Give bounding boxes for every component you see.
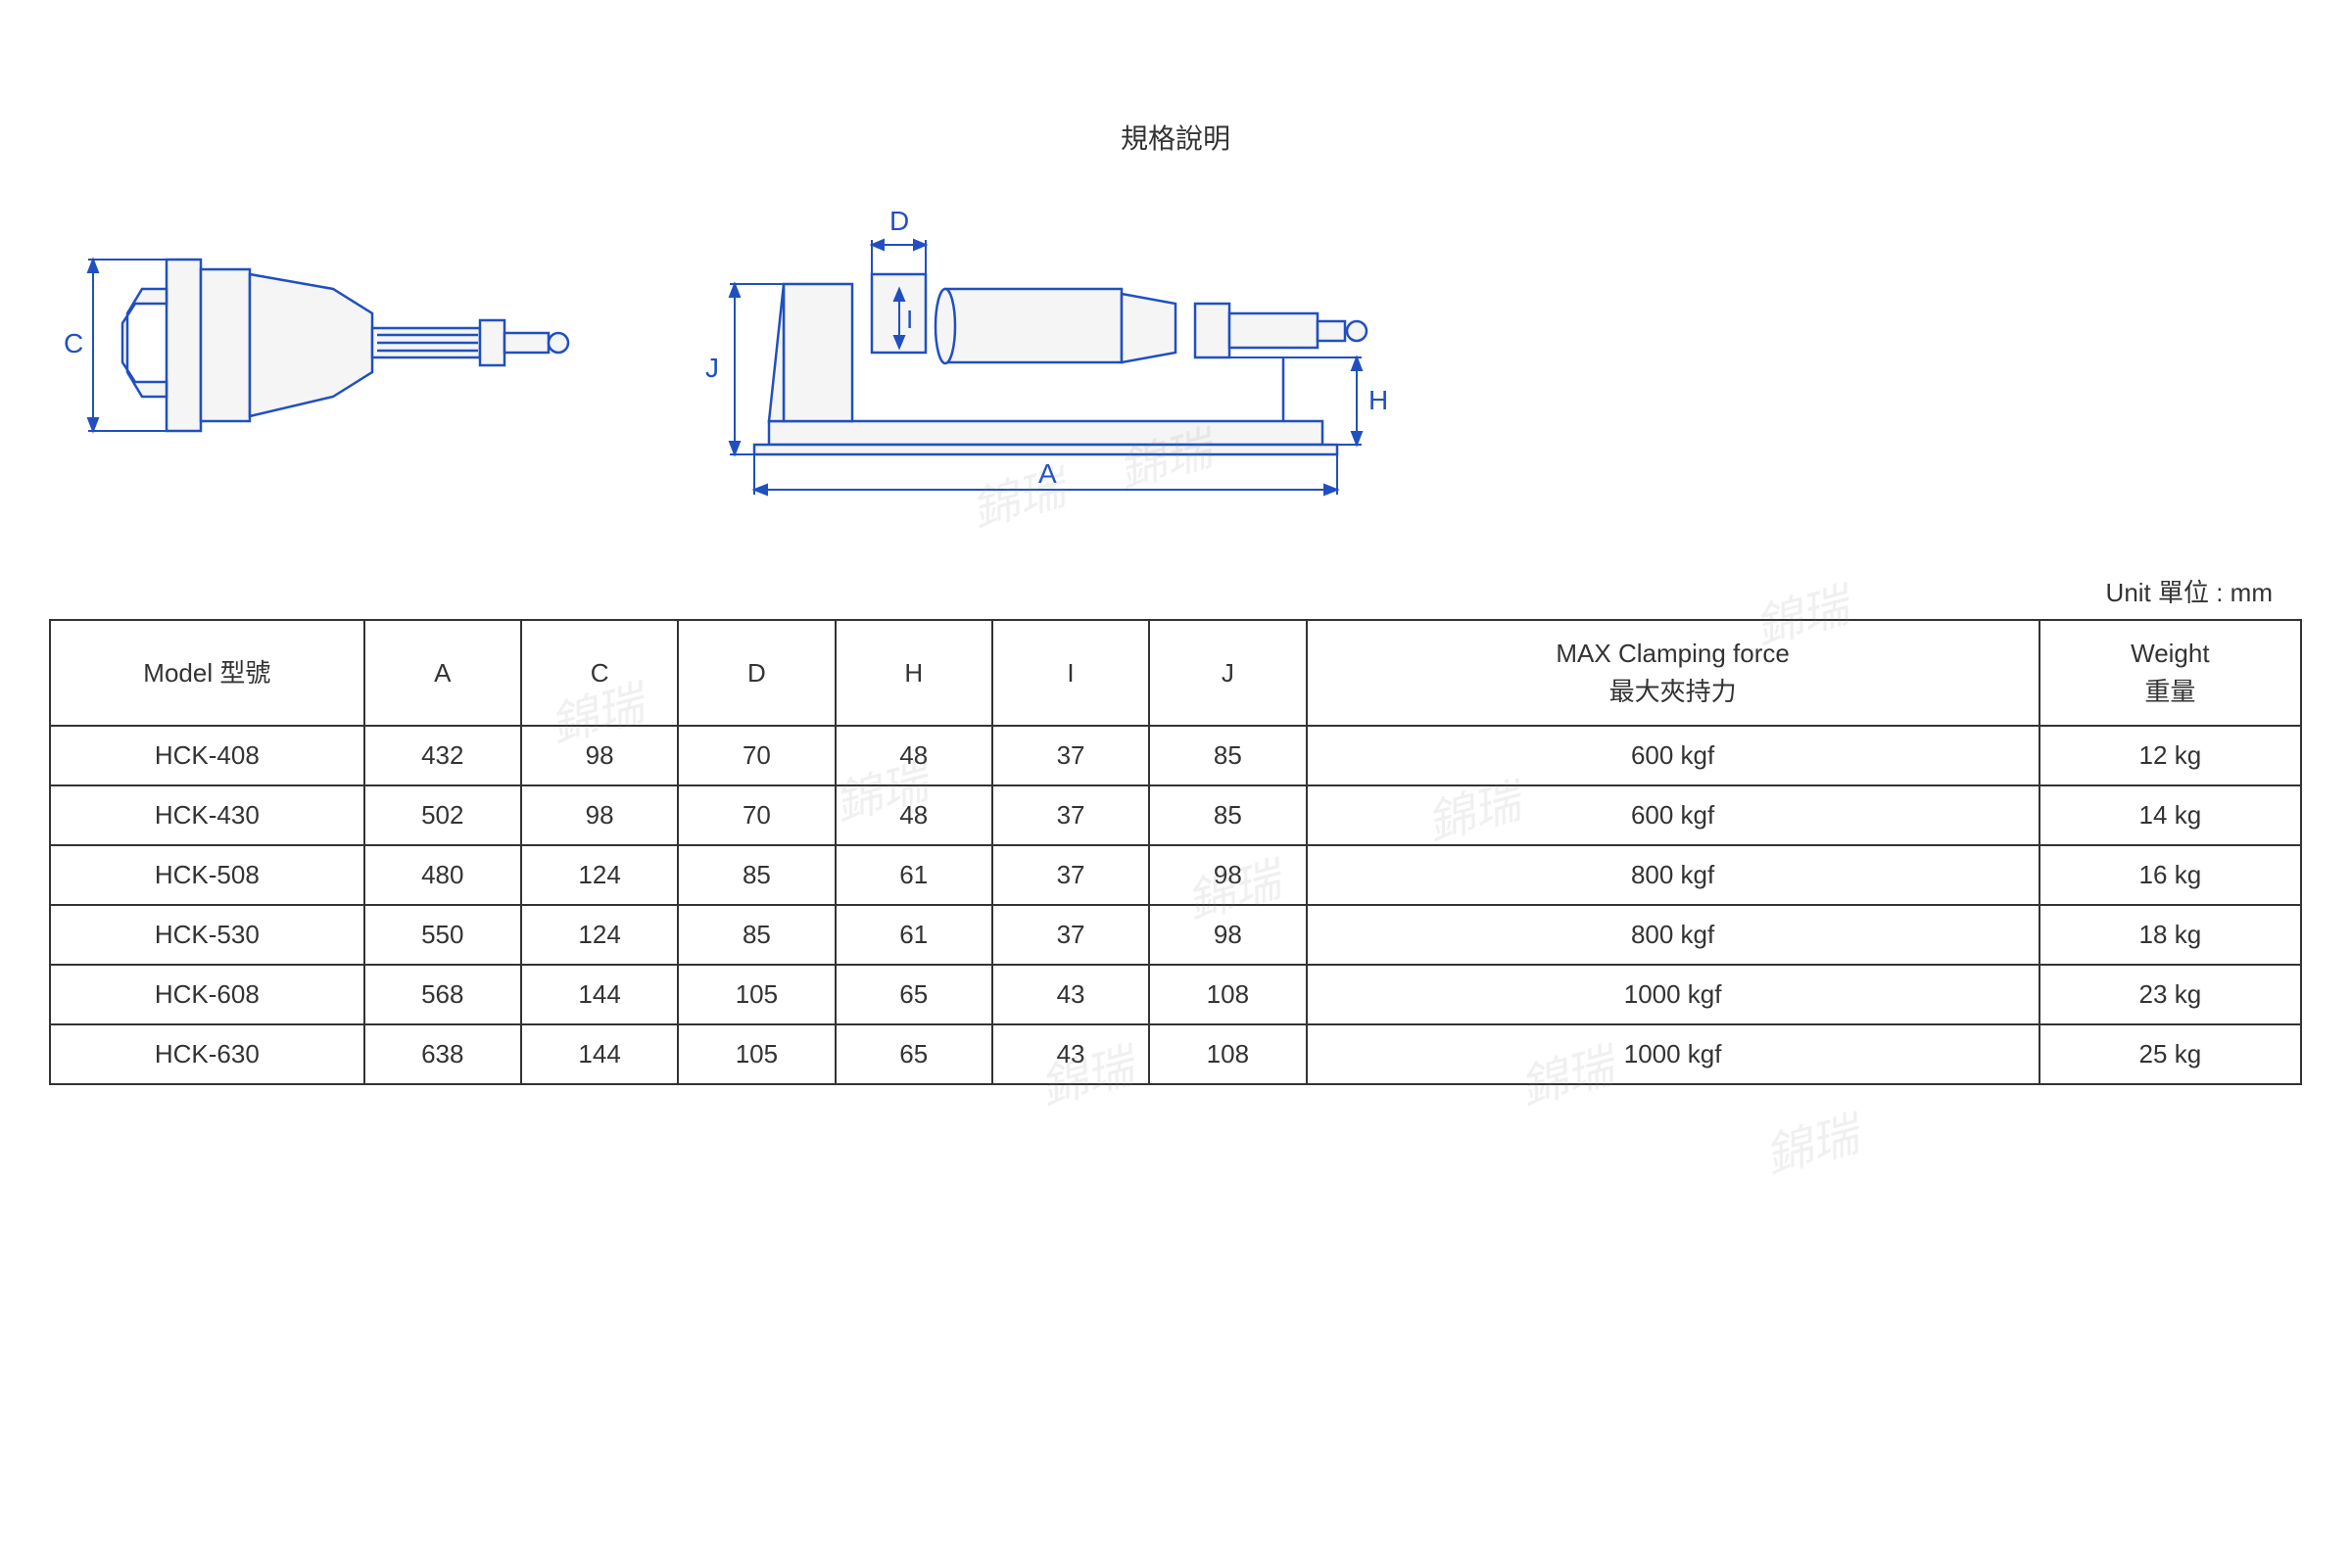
col-model: Model 型號 xyxy=(50,620,364,726)
cell-force: 600 kgf xyxy=(1307,726,2039,785)
col-weight: Weight重量 xyxy=(2039,620,2301,726)
cell-j: 98 xyxy=(1149,845,1306,905)
col-c: C xyxy=(521,620,678,726)
col-j: J xyxy=(1149,620,1306,726)
cell-j: 85 xyxy=(1149,726,1306,785)
cell-weight: 18 kg xyxy=(2039,905,2301,965)
dim-label-a: A xyxy=(1038,458,1057,489)
table-header-row: Model 型號 A C D H I J MAX Clamping force最… xyxy=(50,620,2301,726)
cell-force: 800 kgf xyxy=(1307,905,2039,965)
dim-label-i: I xyxy=(906,305,913,334)
watermark: 錦瑞 xyxy=(1756,1096,1865,1186)
table-row: HCK-63063814410565431081000 kgf25 kg xyxy=(50,1024,2301,1084)
cell-i: 37 xyxy=(992,785,1149,845)
cell-i: 43 xyxy=(992,965,1149,1024)
cell-j: 98 xyxy=(1149,905,1306,965)
cell-h: 65 xyxy=(836,965,992,1024)
cell-c: 98 xyxy=(521,726,678,785)
cell-d: 85 xyxy=(678,905,835,965)
cell-j: 108 xyxy=(1149,965,1306,1024)
col-force: MAX Clamping force最大夾持力 xyxy=(1307,620,2039,726)
cell-h: 65 xyxy=(836,1024,992,1084)
dim-label-j: J xyxy=(705,353,719,383)
cell-i: 37 xyxy=(992,726,1149,785)
cell-model: HCK-530 xyxy=(50,905,364,965)
cell-weight: 12 kg xyxy=(2039,726,2301,785)
cell-h: 48 xyxy=(836,726,992,785)
cell-a: 638 xyxy=(364,1024,521,1084)
cell-a: 550 xyxy=(364,905,521,965)
cell-h: 61 xyxy=(836,845,992,905)
cell-a: 568 xyxy=(364,965,521,1024)
cell-force: 800 kgf xyxy=(1307,845,2039,905)
cell-h: 61 xyxy=(836,905,992,965)
cell-d: 105 xyxy=(678,1024,835,1084)
diagram-side: D I J xyxy=(676,196,1420,514)
diagram-front: C xyxy=(49,215,598,495)
cell-model: HCK-608 xyxy=(50,965,364,1024)
col-a: A xyxy=(364,620,521,726)
table-row: HCK-4305029870483785600 kgf14 kg xyxy=(50,785,2301,845)
dim-label-d: D xyxy=(889,206,909,236)
cell-d: 70 xyxy=(678,726,835,785)
cell-c: 124 xyxy=(521,905,678,965)
cell-c: 124 xyxy=(521,845,678,905)
table-row: HCK-50848012485613798800 kgf16 kg xyxy=(50,845,2301,905)
cell-a: 480 xyxy=(364,845,521,905)
cell-i: 37 xyxy=(992,845,1149,905)
cell-force: 1000 kgf xyxy=(1307,1024,2039,1084)
cell-force: 600 kgf xyxy=(1307,785,2039,845)
cell-model: HCK-630 xyxy=(50,1024,364,1084)
cell-weight: 25 kg xyxy=(2039,1024,2301,1084)
cell-model: HCK-430 xyxy=(50,785,364,845)
cell-weight: 14 kg xyxy=(2039,785,2301,845)
col-i: I xyxy=(992,620,1149,726)
cell-c: 144 xyxy=(521,1024,678,1084)
cell-h: 48 xyxy=(836,785,992,845)
cell-j: 85 xyxy=(1149,785,1306,845)
cell-model: HCK-408 xyxy=(50,726,364,785)
col-h: H xyxy=(836,620,992,726)
cell-d: 85 xyxy=(678,845,835,905)
cell-a: 432 xyxy=(364,726,521,785)
table-row: HCK-4084329870483785600 kgf12 kg xyxy=(50,726,2301,785)
cell-force: 1000 kgf xyxy=(1307,965,2039,1024)
cell-c: 98 xyxy=(521,785,678,845)
table-row: HCK-60856814410565431081000 kgf23 kg xyxy=(50,965,2301,1024)
unit-label: Unit 單位 : mm xyxy=(49,573,2302,609)
cell-weight: 23 kg xyxy=(2039,965,2301,1024)
cell-j: 108 xyxy=(1149,1024,1306,1084)
cell-i: 37 xyxy=(992,905,1149,965)
cell-weight: 16 kg xyxy=(2039,845,2301,905)
spec-table: Model 型號 A C D H I J MAX Clamping force最… xyxy=(49,619,2302,1085)
cell-d: 70 xyxy=(678,785,835,845)
dim-label-c: C xyxy=(64,328,83,358)
col-d: D xyxy=(678,620,835,726)
cell-d: 105 xyxy=(678,965,835,1024)
cell-c: 144 xyxy=(521,965,678,1024)
spec-title: 規格說明 xyxy=(49,118,2302,157)
table-row: HCK-53055012485613798800 kgf18 kg xyxy=(50,905,2301,965)
dim-label-h: H xyxy=(1368,385,1388,415)
cell-a: 502 xyxy=(364,785,521,845)
cell-model: HCK-508 xyxy=(50,845,364,905)
cell-i: 43 xyxy=(992,1024,1149,1084)
diagram-container: C xyxy=(49,196,2302,514)
